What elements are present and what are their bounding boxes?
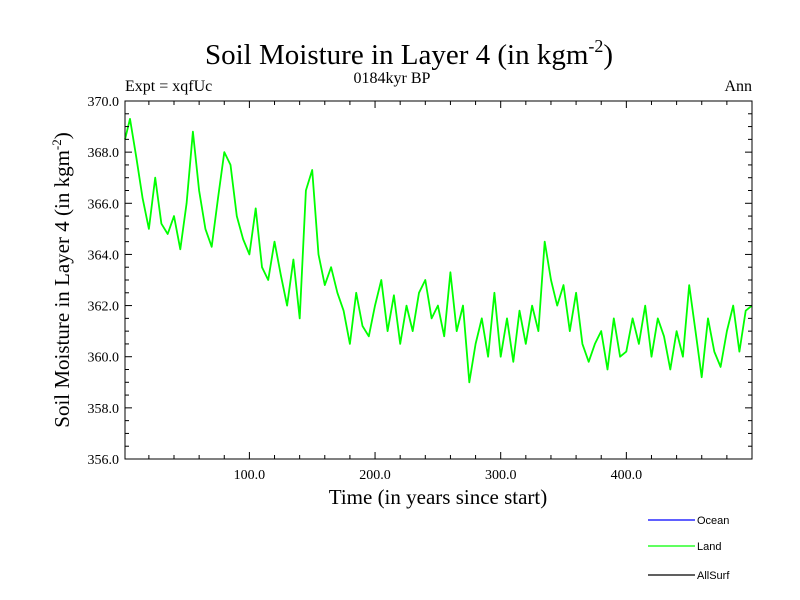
x-tick-label: 200.0 — [359, 468, 391, 483]
legend-label-land: Land — [697, 541, 721, 553]
y-tick-label: 360.0 — [88, 351, 120, 366]
series-layer — [124, 118, 753, 384]
chart-title: Soil Moisture in Layer 4 (in kgm-2) — [205, 36, 613, 71]
y-tick-label: 362.0 — [88, 300, 120, 315]
legend-label-allsurf: AllSurf — [697, 570, 730, 582]
x-tick-label: 400.0 — [611, 468, 643, 483]
x-tick-label: 100.0 — [234, 468, 266, 483]
period-label: 0184kyr BP — [354, 70, 431, 87]
y-tick-label: 356.0 — [88, 453, 120, 468]
y-tick-label: 364.0 — [88, 248, 120, 263]
legend: Ocean Land AllSurf — [648, 515, 730, 582]
chart-title-close: ) — [603, 39, 613, 71]
x-tick-label: 300.0 — [485, 468, 517, 483]
y-tick-label: 358.0 — [88, 402, 120, 417]
y-tick-label: 370.0 — [88, 95, 120, 110]
experiment-label: Expt = xqfUc — [125, 78, 212, 95]
y-tick-label: 368.0 — [88, 146, 120, 161]
y-tick-label: 366.0 — [88, 197, 120, 212]
tick-labels-layer: 356.0 358.0 360.0 362.0 364.0 366.0 368.0 370.0… — [88, 95, 643, 483]
y-axis-label-close: ) — [50, 132, 74, 139]
x-axis-label: Time (in years since start) — [329, 485, 548, 509]
ticks-layer — [125, 100, 752, 460]
series-line-land — [124, 118, 753, 384]
chart-title-superscript: -2 — [588, 36, 603, 56]
season-label: Ann — [724, 78, 752, 95]
legend-label-ocean: Ocean — [697, 515, 729, 527]
plot-frame — [124, 100, 753, 460]
y-axis-label-superscript: -2 — [49, 139, 64, 150]
y-axis-label: Soil Moisture in Layer 4 (in kgm-2) — [49, 132, 74, 427]
